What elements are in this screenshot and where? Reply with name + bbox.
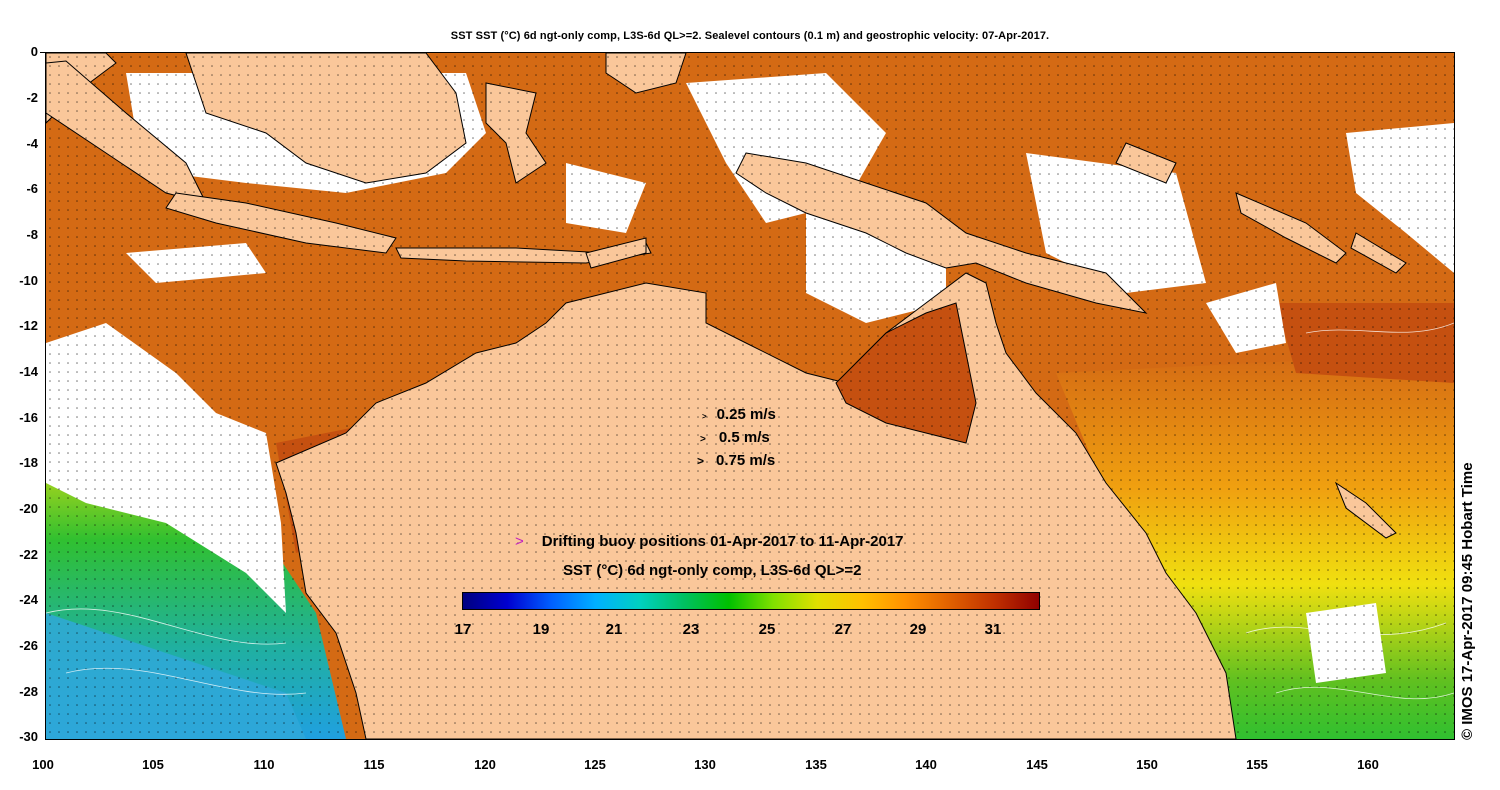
- velocity-key-label: 0.75 m/s: [716, 452, 776, 469]
- colorbar-tick-label: 19: [532, 621, 550, 638]
- x-tick-label: 160: [1357, 757, 1379, 772]
- colorbar-title: SST (°C) 6d ngt-only comp, L3S-6d QL>=2: [563, 562, 862, 579]
- x-tick-label: 100: [32, 757, 54, 772]
- x-tick-label: 110: [253, 757, 275, 772]
- velocity-key-label: 0.25 m/s: [716, 406, 776, 423]
- colorbar-tick-label: 23: [682, 621, 700, 638]
- y-tick-label: 0: [30, 44, 38, 59]
- y-tick-label: -12: [19, 318, 38, 333]
- sst-map-canvas: [46, 53, 1454, 739]
- sealevel-contours: [46, 322, 1454, 700]
- y-tick-label: -26: [19, 638, 38, 653]
- map-title: SST SST (°C) 6d ngt-only comp, L3S-6d QL…: [450, 30, 1050, 42]
- velocity-key-item: >0.5 m/s: [700, 429, 770, 446]
- y-tick-label: -4: [26, 136, 38, 151]
- y-tick-label: -22: [19, 547, 38, 562]
- velocity-key-label: 0.5 m/s: [718, 429, 770, 446]
- vector-arrow-icon: >: [700, 434, 706, 445]
- y-tick-label: -20: [19, 501, 38, 516]
- colorbar: [462, 592, 1040, 610]
- vector-arrow-icon: >: [702, 412, 707, 421]
- colorbar-tick-label: 29: [909, 621, 927, 638]
- copyright-text: © IMOS 17-Apr-2017 09:45 Hobart Time: [1459, 462, 1476, 740]
- y-tick-label: -24: [19, 592, 38, 607]
- velocity-key-item: >0.25 m/s: [702, 406, 776, 423]
- y-tick-label: -30: [19, 729, 38, 744]
- y-tick-label: -6: [26, 181, 38, 196]
- y-tick-label: -8: [26, 227, 38, 242]
- colorbar-tick-label: 21: [605, 621, 623, 638]
- colorbar-tick-label: 31: [984, 621, 1002, 638]
- x-tick-label: 135: [805, 757, 827, 772]
- buoy-marker-icon: >: [515, 533, 524, 550]
- velocity-key-item: >0.75 m/s: [697, 452, 775, 469]
- y-tick-label: -10: [19, 273, 38, 288]
- x-tick-label: 105: [142, 757, 164, 772]
- x-tick-label: 130: [694, 757, 716, 772]
- x-tick-label: 140: [915, 757, 937, 772]
- x-tick-label: 150: [1136, 757, 1158, 772]
- x-tick-label: 115: [363, 757, 385, 772]
- velocity-vectors: [46, 53, 1454, 739]
- y-tick-label: -2: [26, 90, 38, 105]
- y-tick-label: -28: [19, 684, 38, 699]
- y-tick-label: -18: [19, 455, 38, 470]
- x-tick-label: 145: [1026, 757, 1048, 772]
- y-tick-label: -14: [19, 364, 38, 379]
- y-tick-label: -16: [19, 410, 38, 425]
- colorbar-tick-label: 17: [454, 621, 472, 638]
- sst-map: [45, 52, 1455, 740]
- buoy-legend: > Drifting buoy positions 01-Apr-2017 to …: [515, 533, 904, 550]
- x-tick-label: 155: [1246, 757, 1268, 772]
- colorbar-tick-label: 27: [834, 621, 852, 638]
- x-tick-label: 125: [584, 757, 606, 772]
- y-tick: [40, 52, 45, 53]
- colorbar-tick-label: 25: [758, 621, 776, 638]
- buoy-legend-text: Drifting buoy positions 01-Apr-2017 to 1…: [541, 533, 904, 550]
- x-tick-label: 120: [474, 757, 496, 772]
- vector-arrow-icon: >: [697, 454, 705, 468]
